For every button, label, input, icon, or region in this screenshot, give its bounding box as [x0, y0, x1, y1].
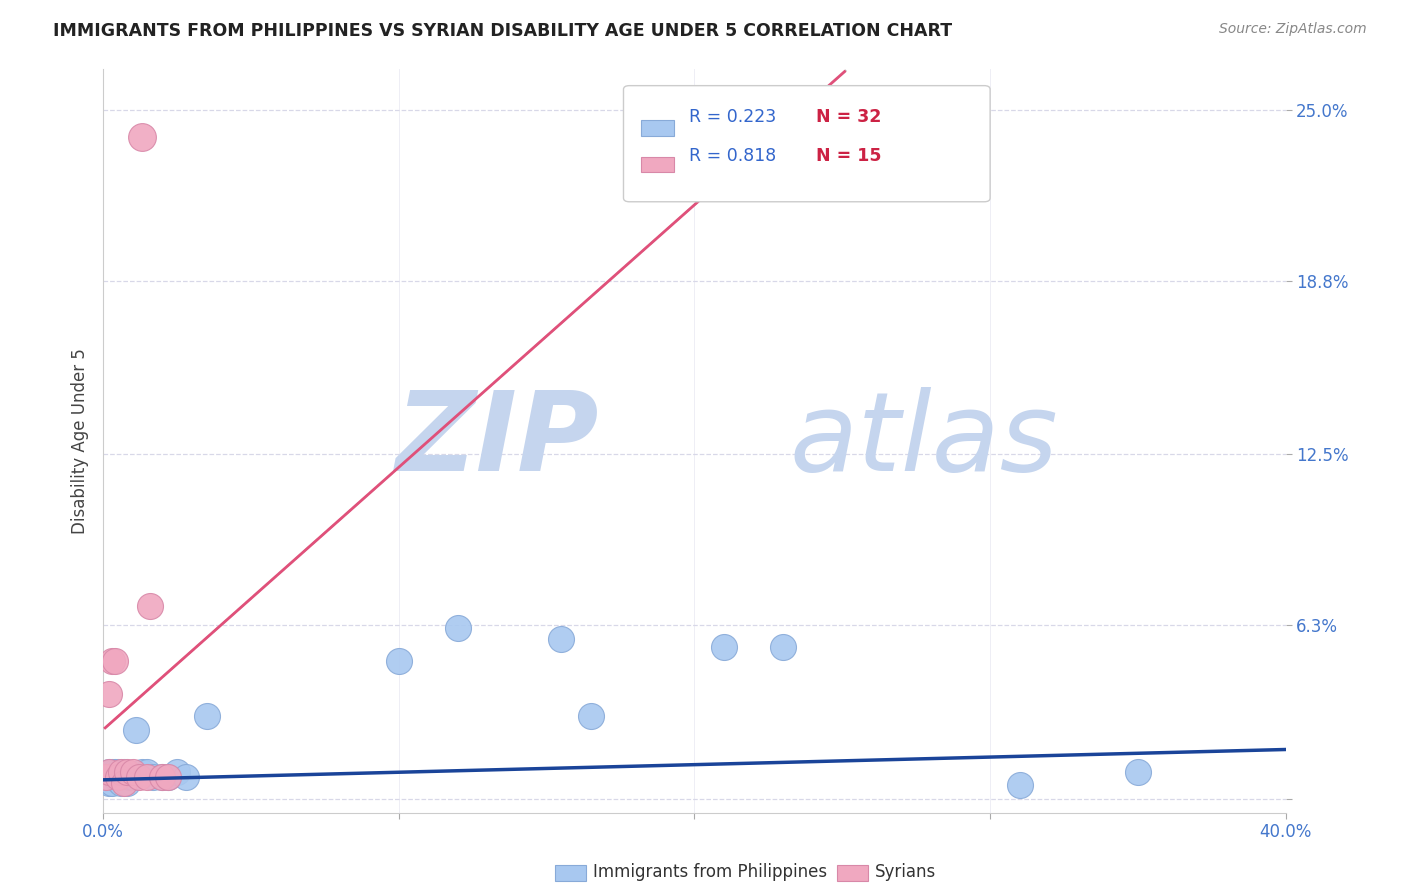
Text: R = 0.223: R = 0.223 [689, 108, 776, 126]
Point [174, 770, 197, 784]
Point [98, 764, 121, 779]
Text: N = 32: N = 32 [817, 108, 882, 126]
Text: Immigrants from Philippines: Immigrants from Philippines [593, 863, 828, 881]
Point [121, 764, 143, 779]
Point [136, 764, 159, 779]
Point [110, 764, 132, 779]
Point [157, 770, 180, 784]
Point [118, 770, 141, 784]
Point [166, 764, 188, 779]
Text: IMMIGRANTS FROM PHILIPPINES VS SYRIAN DISABILITY AGE UNDER 5 CORRELATION CHART: IMMIGRANTS FROM PHILIPPINES VS SYRIAN DI… [53, 22, 952, 40]
Text: Source: ZipAtlas.com: Source: ZipAtlas.com [1219, 22, 1367, 37]
Point [104, 770, 127, 784]
Point [124, 723, 146, 738]
Point [112, 775, 135, 789]
Point [713, 640, 735, 655]
Point [121, 770, 143, 784]
Point [1008, 778, 1031, 792]
Point [107, 764, 129, 779]
Point [98, 764, 121, 779]
Point [94, 770, 117, 784]
Bar [641, 157, 675, 172]
Point [101, 654, 124, 668]
Point [101, 764, 124, 779]
Point [110, 770, 132, 784]
Point [195, 709, 218, 723]
Text: ZIP: ZIP [396, 387, 600, 494]
Point [157, 770, 180, 784]
Point [131, 764, 153, 779]
Point [388, 654, 411, 668]
Point [772, 640, 794, 655]
Point [550, 632, 572, 647]
Point [112, 764, 135, 779]
Point [115, 775, 138, 789]
Point [104, 764, 127, 779]
Point [98, 775, 121, 789]
Text: Syrians: Syrians [875, 863, 936, 881]
Point [107, 772, 129, 787]
Point [579, 709, 602, 723]
Text: atlas: atlas [789, 387, 1057, 494]
Point [98, 687, 121, 701]
Point [110, 775, 132, 789]
Point [104, 654, 127, 668]
Y-axis label: Disability Age Under 5: Disability Age Under 5 [72, 348, 89, 533]
Point [128, 770, 150, 784]
Point [447, 621, 470, 635]
Point [136, 770, 159, 784]
Point [1126, 764, 1149, 779]
Point [139, 599, 162, 614]
Point [94, 770, 117, 784]
Point [142, 770, 165, 784]
Bar [641, 120, 675, 136]
Point [131, 130, 153, 145]
Text: R = 0.818: R = 0.818 [689, 146, 776, 165]
Point [150, 770, 173, 784]
Point [107, 770, 129, 784]
Point [150, 770, 173, 784]
Point [115, 764, 138, 779]
FancyBboxPatch shape [623, 86, 990, 202]
Text: N = 15: N = 15 [817, 146, 882, 165]
Point [101, 775, 124, 789]
